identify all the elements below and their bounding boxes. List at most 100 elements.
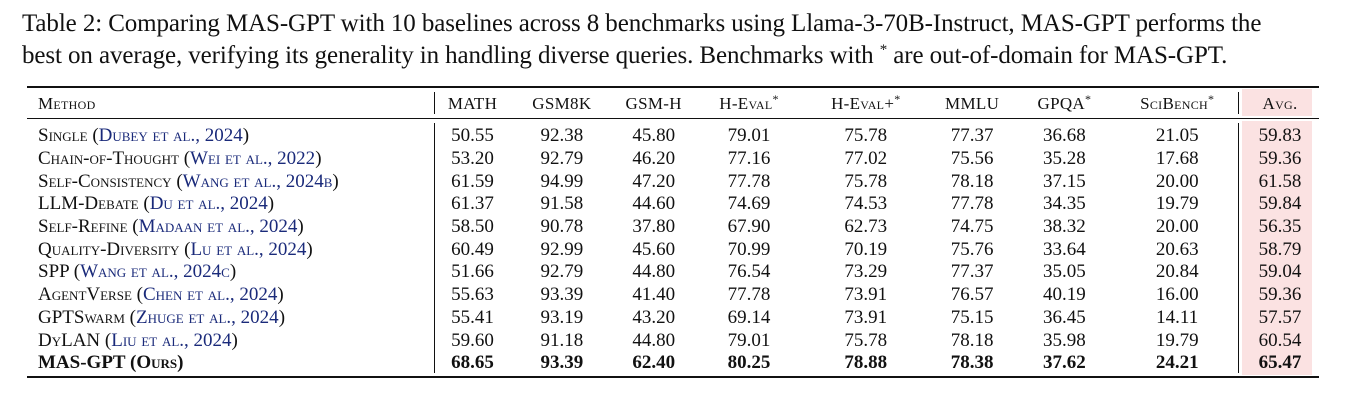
open-paren: (	[69, 261, 81, 283]
method-citation[interactable]: Wei et al., 2022	[190, 148, 316, 170]
close-paren: )	[242, 125, 250, 147]
score-cell: 50.55	[451, 125, 494, 147]
score-cell: 91.18	[540, 329, 584, 351]
score-cell: 51.66	[451, 261, 494, 283]
bottom-rule	[27, 376, 1319, 378]
score-cell: 77.37	[950, 125, 994, 147]
score-cell: 61.59	[451, 170, 494, 192]
score-cell: 62.73	[844, 216, 888, 238]
table-row: Self-Refine (Madaan et al., 2024) 58.50 90…	[27, 216, 1319, 239]
method-name: MAS-GPT	[38, 352, 126, 374]
table-row: SPP (Wang et al., 2024c) 51.66 92.79 44.80 7…	[27, 261, 1319, 284]
method-citation[interactable]: Chen et al., 2024	[142, 284, 278, 306]
score-cell: 19.79	[1155, 329, 1199, 351]
open-paren: (	[179, 238, 191, 260]
score-cell: 35.05	[1043, 261, 1086, 283]
score-cell: 20.63	[1155, 238, 1199, 260]
method-citation[interactable]: Liu et al., 2024	[111, 329, 232, 351]
score-cell: 44.80	[632, 329, 676, 351]
score-cell: 33.64	[1043, 238, 1086, 260]
score-cell: 36.68	[1043, 125, 1086, 147]
method-cell: Quality-Diversity (Lu et al., 2024)	[27, 238, 434, 261]
avg-cell: 56.35	[1258, 216, 1302, 238]
caption-line-2: best on average, verifying its generalit…	[22, 40, 1322, 72]
score-cell: 73.91	[844, 306, 888, 328]
method-citation: Ours	[136, 352, 178, 374]
table-row: Single (Dubey et al., 2024) 50.55 92.38 45.…	[27, 120, 1319, 148]
score-cell: 78.38	[950, 352, 994, 374]
mid-rule	[27, 118, 1319, 119]
header-scibench-star: *	[1207, 92, 1215, 106]
score-cell: 45.80	[632, 125, 676, 147]
method-citation[interactable]: Wang et al., 2024b	[182, 170, 333, 192]
avg-column-highlight	[1242, 121, 1312, 375]
method-name: Chain-of-Thought	[38, 148, 179, 170]
score-cell: 20.84	[1155, 261, 1199, 283]
score-cell: 75.56	[950, 148, 994, 170]
method-cell: AgentVerse (Chen et al., 2024)	[27, 284, 434, 307]
score-cell: 55.41	[451, 306, 494, 328]
method-cell: LLM-Debate (Du et al., 2024)	[27, 193, 434, 216]
table-row: GPTSwarm (Zhuge et al., 2024) 55.41 93.19 4…	[27, 307, 1319, 330]
open-paren: (	[100, 329, 112, 351]
avg-cell: 59.04	[1258, 261, 1302, 283]
score-cell: 73.29	[844, 261, 888, 283]
score-cell: 53.20	[451, 148, 494, 170]
header-math: MATH	[447, 94, 498, 113]
score-cell: 76.57	[950, 284, 994, 306]
avg-cell: 59.84	[1258, 193, 1302, 215]
score-cell: 14.11	[1156, 306, 1199, 328]
method-separator-body	[434, 123, 435, 373]
score-cell: 91.58	[540, 193, 584, 215]
score-cell: 75.78	[844, 125, 888, 147]
table-row: DyLAN (Liu et al., 2024) 59.60 91.18 44.80 7…	[27, 329, 1319, 352]
method-citation[interactable]: Madaan et al., 2024	[138, 216, 298, 238]
header-scibench: SciBench*	[1113, 86, 1241, 120]
score-cell: 92.79	[540, 148, 584, 170]
avg-cell: 58.79	[1258, 238, 1302, 260]
score-cell: 75.76	[950, 238, 994, 260]
score-cell: 75.78	[844, 170, 888, 192]
score-cell: 76.54	[727, 261, 771, 283]
open-paren: (	[171, 170, 183, 192]
header-avg: Avg.	[1262, 94, 1298, 113]
score-cell: 20.00	[1155, 170, 1199, 192]
score-cell: 90.78	[540, 216, 584, 238]
score-cell: 70.99	[727, 238, 771, 260]
avg-cell: 57.57	[1258, 306, 1302, 328]
header-mmlu: MMLU	[945, 94, 1000, 113]
method-cell: Self-Refine (Madaan et al., 2024)	[27, 216, 434, 239]
avg-cell: 59.83	[1258, 125, 1302, 147]
open-paren: (	[87, 125, 99, 147]
method-citation[interactable]: Zhuge et al., 2024	[136, 306, 279, 328]
score-cell: 55.63	[451, 284, 494, 306]
caption-line-2a: best on average, verifying its generalit…	[22, 42, 880, 69]
method-citation[interactable]: Wang et al., 2024c	[80, 261, 230, 283]
header-scibench-label: SciBench	[1140, 94, 1208, 113]
avg-cell: 65.47	[1258, 352, 1302, 374]
score-cell: 74.53	[844, 193, 888, 215]
method-name: AgentVerse	[38, 284, 132, 306]
caption-line-1: Table 2: Comparing MAS-GPT with 10 basel…	[22, 10, 1262, 37]
open-paren: (	[124, 306, 136, 328]
score-cell: 74.69	[727, 193, 771, 215]
score-cell: 74.75	[950, 216, 994, 238]
score-cell: 68.65	[451, 352, 494, 374]
close-paren: )	[315, 148, 322, 170]
method-citation[interactable]: Dubey et al., 2024	[98, 125, 243, 147]
method-citation[interactable]: Du et al., 2024	[149, 193, 268, 215]
score-cell: 70.19	[844, 238, 888, 260]
score-cell: 77.16	[727, 148, 771, 170]
method-citation[interactable]: Lu et al., 2024	[190, 238, 307, 260]
avg-separator-body	[1238, 123, 1239, 373]
header-gsm-h: GSM-H	[625, 94, 682, 113]
table-row: Self-Consistency (Wang et al., 2024b) 61.…	[27, 170, 1319, 193]
method-name: SPP	[38, 261, 69, 283]
score-cell: 79.01	[727, 329, 771, 351]
score-cell: 34.35	[1043, 193, 1086, 215]
score-cell: 75.15	[950, 306, 994, 328]
score-cell: 69.14	[727, 306, 771, 328]
close-paren: )	[277, 284, 284, 306]
score-cell: 92.79	[540, 261, 584, 283]
score-cell: 93.39	[540, 352, 584, 374]
